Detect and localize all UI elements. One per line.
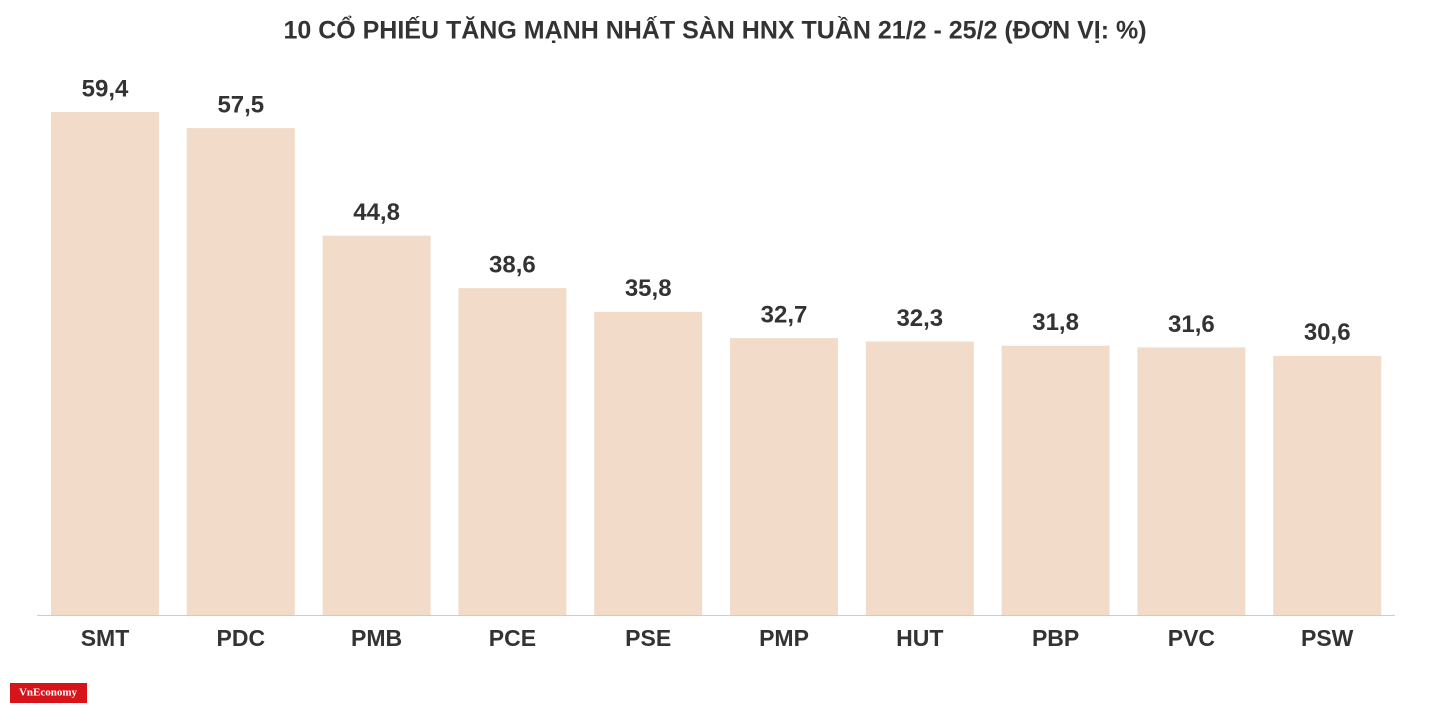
x-tick-label: SMT	[81, 625, 130, 651]
x-tick-label: HUT	[896, 625, 943, 651]
value-label: 32,7	[761, 301, 808, 328]
bar	[1137, 347, 1246, 615]
x-tick-label: PVC	[1168, 625, 1215, 651]
x-tick-label: PSW	[1301, 625, 1354, 651]
bar	[1001, 345, 1110, 615]
bar	[730, 338, 838, 615]
bar	[458, 288, 567, 615]
bar	[1273, 355, 1382, 615]
value-label: 57,5	[217, 91, 264, 118]
value-label: 32,3	[896, 305, 943, 332]
bar	[51, 112, 159, 616]
value-label: 31,6	[1168, 311, 1215, 338]
value-label: 35,8	[625, 275, 672, 302]
x-tick-label: PMB	[351, 625, 402, 651]
value-label: 31,8	[1032, 309, 1079, 336]
value-label: 38,6	[489, 251, 536, 278]
bar	[186, 128, 295, 615]
x-tick-label: PCE	[489, 625, 536, 651]
value-label: 44,8	[353, 199, 400, 226]
value-label: 30,6	[1304, 319, 1351, 346]
x-tick-label: PDC	[217, 625, 266, 651]
logo-box	[10, 683, 87, 703]
x-tick-label: PSE	[625, 625, 671, 651]
value-label: 59,4	[82, 75, 129, 102]
logo: VnEconomy	[19, 687, 78, 699]
bar	[594, 311, 703, 615]
bar	[322, 235, 431, 615]
x-tick-label: PBP	[1032, 625, 1079, 651]
bar	[865, 341, 974, 615]
chart-title: 10 CỔ PHIẾU TĂNG MẠNH NHẤT SÀN HNX TUẦN …	[283, 15, 1146, 45]
x-tick-label: PMP	[759, 625, 809, 651]
